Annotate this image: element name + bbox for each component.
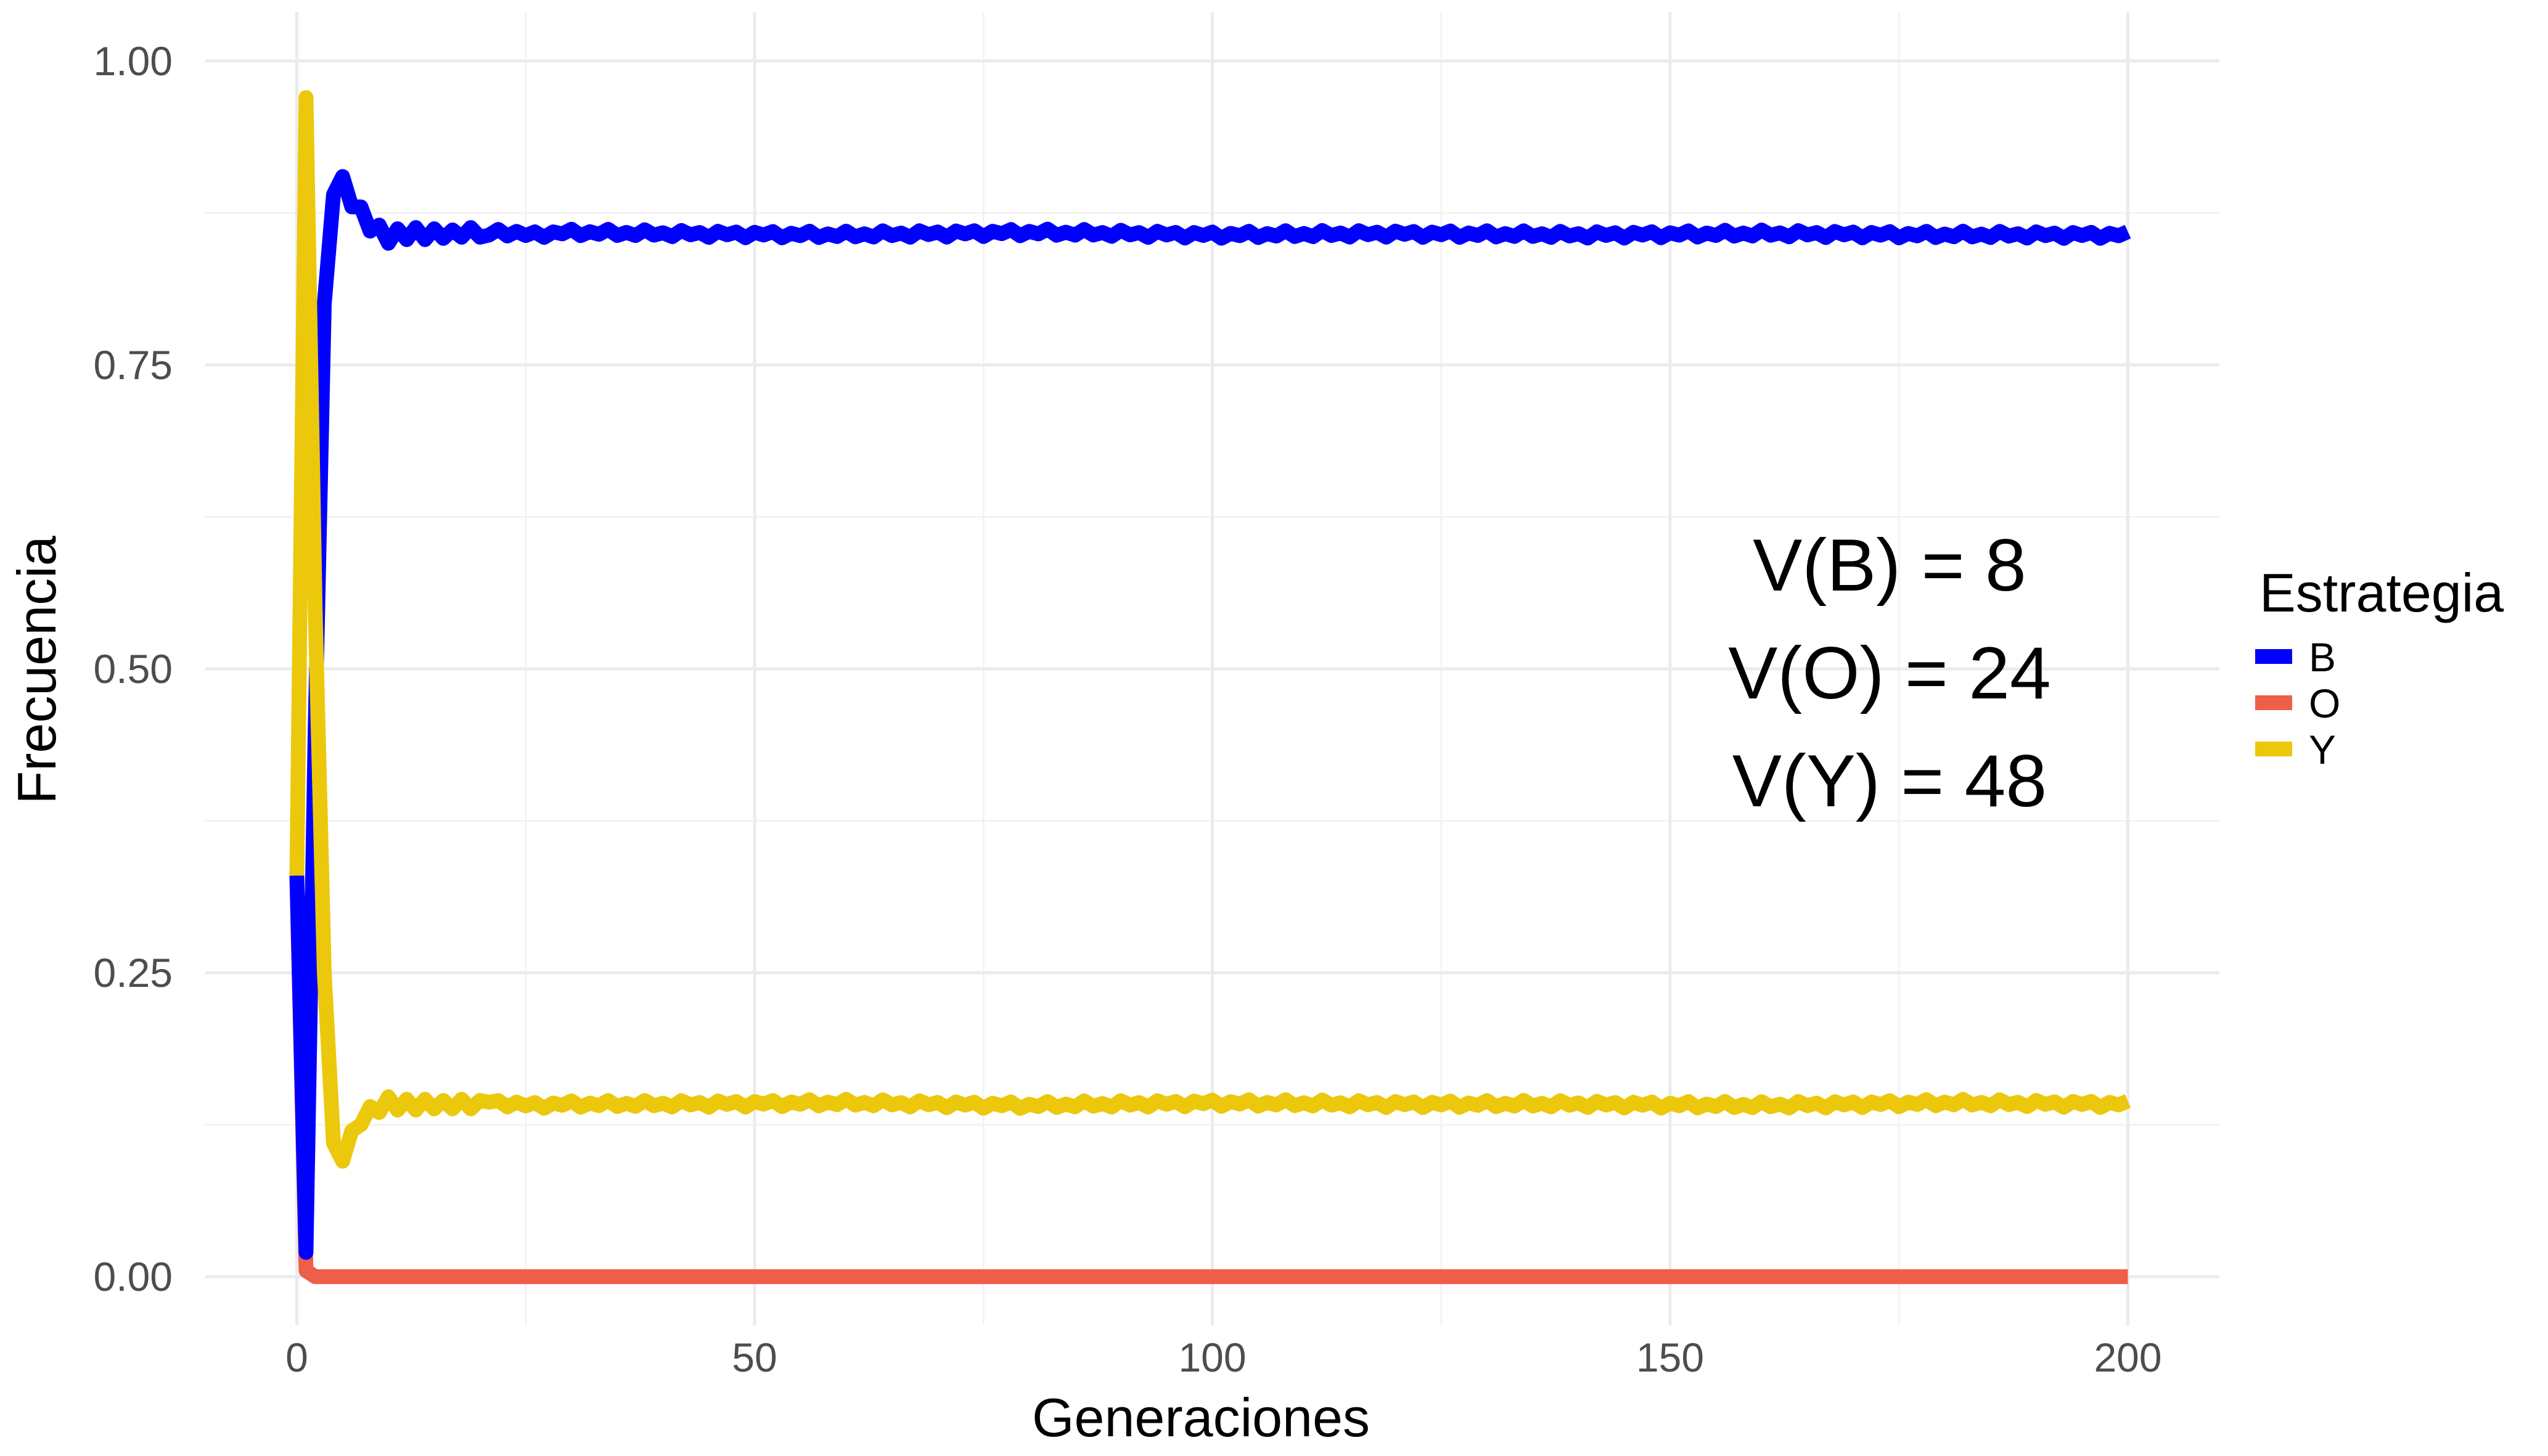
y-axis-tick-labels: 0.00 0.25 0.50 0.75 1.00 bbox=[94, 38, 173, 1299]
annotation-v-b: V(B) = 8 bbox=[1753, 524, 2026, 607]
annotation-v-o: V(O) = 24 bbox=[1728, 632, 2051, 714]
x-tick-label: 200 bbox=[2094, 1335, 2161, 1380]
y-tick-label: 0.75 bbox=[94, 342, 173, 388]
x-tick-label: 50 bbox=[732, 1335, 777, 1380]
x-tick-label: 150 bbox=[1636, 1335, 1704, 1380]
annotation-v-y: V(Y) = 48 bbox=[1732, 740, 2047, 822]
legend-label-y: Y bbox=[2309, 727, 2336, 772]
y-tick-label: 1.00 bbox=[94, 38, 173, 84]
y-tick-label: 0.25 bbox=[94, 950, 173, 996]
y-tick-label: 0.50 bbox=[94, 646, 173, 692]
x-axis-title: Generaciones bbox=[1032, 1387, 1370, 1448]
legend-label-o: O bbox=[2309, 681, 2340, 726]
x-axis-tick-labels: 0 50 100 150 200 bbox=[285, 1335, 2161, 1380]
legend-label-b: B bbox=[2309, 634, 2336, 680]
series-line-b bbox=[289, 169, 2131, 1260]
legend-title: Estrategia bbox=[2259, 562, 2504, 623]
x-tick-label: 0 bbox=[285, 1335, 308, 1380]
legend: Estrategia BOY bbox=[2255, 562, 2504, 772]
series-line-y bbox=[289, 90, 2131, 1169]
legend-items: BOY bbox=[2255, 634, 2340, 772]
series-line-o bbox=[289, 875, 2128, 1285]
series-lines bbox=[289, 90, 2131, 1285]
y-axis-title: Frecuencia bbox=[6, 536, 67, 804]
x-tick-label: 100 bbox=[1178, 1335, 1246, 1380]
y-tick-label: 0.00 bbox=[94, 1254, 173, 1299]
